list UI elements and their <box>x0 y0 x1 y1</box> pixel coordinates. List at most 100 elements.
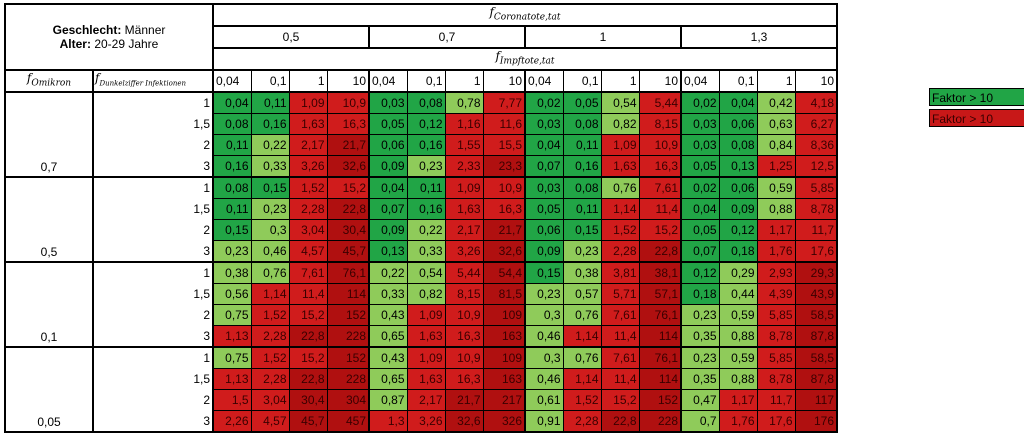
table-cell: 0,03 <box>524 113 564 135</box>
table-row: 3 0,16 0,33 3,26 32,6 0,09 0,23 2,33 23,3 0,07 0,1… <box>5 155 838 178</box>
table-cell: 54,4 <box>482 261 526 284</box>
table-cell: 0,87 <box>368 389 408 411</box>
f-impftote-header: fImpftote,tat <box>212 47 838 71</box>
table-cell: 0,18 <box>718 240 758 263</box>
table-cell: 15,5 <box>482 134 526 156</box>
impf-value-header: 1 <box>756 69 796 93</box>
table-cell: 0,11 <box>212 134 252 156</box>
f-impftote-subscript: Impftote,tat <box>499 56 555 67</box>
table-cell: 0,15 <box>212 219 252 241</box>
impf-value-header: 1 <box>444 69 484 93</box>
table-cell: 1,14 <box>562 325 602 348</box>
table-cell: 0,12 <box>406 113 446 135</box>
table-cell: 304 <box>326 389 370 411</box>
legend-green: Faktor > 10 <box>929 88 1024 106</box>
table-cell: 0,07 <box>524 155 564 178</box>
table-row: 0,5 1 0,08 0,15 1,52 15,2 0,04 0,11 1,09 10,9 0,03… <box>4 176 838 263</box>
table-cell: 29,3 <box>794 261 838 284</box>
table-cell: 1,63 <box>288 113 328 135</box>
table-cell: 1,09 <box>406 304 446 326</box>
table-cell: 0,03 <box>368 91 408 114</box>
corona-value-0: 0,5 <box>212 25 370 49</box>
table-cell: 0,02 <box>680 91 720 114</box>
table-cell: 326 <box>482 410 526 433</box>
table-row: 0,1 1 0,38 0,76 7,61 76,1 0,22 0,54 5,44 54,4 0,15… <box>4 261 838 348</box>
table-cell: 7,61 <box>638 176 682 199</box>
table-cell: 0,09 <box>368 155 408 178</box>
f-dunkelziffer-symbol: f <box>95 71 100 86</box>
table-cell: 1,13 <box>212 368 252 390</box>
table-cell: 0,08 <box>406 91 446 114</box>
table-cell: 0,23 <box>680 304 720 326</box>
table-cell: 16,3 <box>444 325 484 348</box>
table-cell: 114 <box>638 368 682 390</box>
table-cell: 0,33 <box>250 155 290 178</box>
table-cell: 0,15 <box>524 261 564 284</box>
f-omikron-symbol: f <box>26 71 32 86</box>
table-cell: 0,3 <box>524 304 564 326</box>
table-cell: 0,05 <box>680 219 720 241</box>
age-line: Alter: 20-29 Jahre <box>7 37 211 51</box>
dunkelziffer-value: 3 <box>93 240 214 263</box>
table-cell: 1,76 <box>718 410 758 433</box>
table-cell: 0,46 <box>524 368 564 390</box>
table-cell: 30,4 <box>326 219 370 241</box>
f-omikron-subscript: Omikron <box>31 78 72 89</box>
table-cell: 117 <box>794 389 838 411</box>
dunkelziffer-value: 3 <box>93 155 214 178</box>
table-cell: 0,11 <box>250 91 290 114</box>
table-cell: 7,61 <box>600 346 640 369</box>
table-cell: 0,54 <box>406 261 446 284</box>
f-coronatote-subscript: Coronatote,tat <box>493 12 561 23</box>
dunkelziffer-value: 1,5 <box>93 283 214 305</box>
table-cell: 217 <box>482 389 526 411</box>
table-cell: 0,09 <box>524 240 564 263</box>
table-cell: 0,11 <box>562 198 602 220</box>
table-cell: 0,02 <box>680 176 720 199</box>
table-cell: 16,3 <box>638 155 682 178</box>
table-cell: 0,04 <box>718 91 758 114</box>
table-cell: 3,81 <box>600 261 640 284</box>
gender-line: Geschlecht: Männer <box>7 23 211 37</box>
table-cell: 3,26 <box>288 155 328 178</box>
table-cell: 0,09 <box>368 219 408 241</box>
table-cell: 0,08 <box>212 176 252 199</box>
table-cell: 15,2 <box>600 389 640 411</box>
dunkelziffer-value: 1 <box>93 262 214 284</box>
table-cell: 8,78 <box>794 198 838 220</box>
table-cell: 76,1 <box>326 261 370 284</box>
table-cell: 0,33 <box>406 240 446 263</box>
table-cell: 0,13 <box>718 155 758 178</box>
table-cell: 17,6 <box>756 410 796 433</box>
table-cell: 0,03 <box>524 176 564 199</box>
table-cell: 0,11 <box>212 198 252 220</box>
table-cell: 0,44 <box>718 283 758 305</box>
table-cell: 1,14 <box>600 198 640 220</box>
table-cell: 0,46 <box>250 240 290 263</box>
impf-value-header: 0,1 <box>718 69 758 93</box>
table-cell: 0,23 <box>680 346 720 369</box>
table-cell: 8,15 <box>444 283 484 305</box>
impf-value-header: 0,04 <box>524 69 564 93</box>
table-cell: 0,3 <box>524 346 564 369</box>
table-cell: 0,06 <box>718 113 758 135</box>
corona-value-3: 1,3 <box>680 25 838 49</box>
table-cell: 58,5 <box>794 346 838 369</box>
table-cell: 0,16 <box>250 113 290 135</box>
table-cell: 0,76 <box>562 346 602 369</box>
table-cell: 22,8 <box>288 325 328 348</box>
table-cell: 0,22 <box>406 219 446 241</box>
table-cell: 10,9 <box>326 91 370 114</box>
table-cell: 16,3 <box>482 198 526 220</box>
table-cell: 2,28 <box>250 368 290 390</box>
table-cell: 21,7 <box>482 219 526 241</box>
table-cell: 0,47 <box>680 389 720 411</box>
table-cell: 176 <box>794 410 838 433</box>
dunkelziffer-value: 2 <box>93 389 214 411</box>
table-row: 2 0,11 0,22 2,17 21,7 0,06 0,16 1,55 15,5 0,04 0,1… <box>5 134 838 156</box>
table-cell: 15,2 <box>288 346 328 369</box>
table-cell: 1,52 <box>250 346 290 369</box>
table-cell: 0,65 <box>368 325 408 348</box>
corona-value-1: 0,7 <box>368 25 526 49</box>
table-cell: 32,6 <box>326 155 370 178</box>
